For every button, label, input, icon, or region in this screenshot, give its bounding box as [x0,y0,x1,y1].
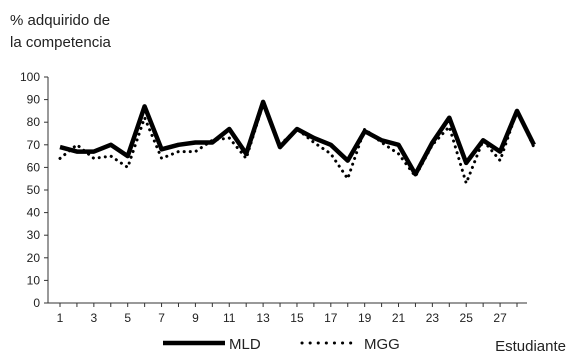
y-tick-label: 30 [27,228,41,242]
y-tick-label: 80 [27,115,41,129]
legend: MLD MGG [163,336,400,353]
y-ticks: 0 10 20 30 40 50 60 70 80 90 100 [20,70,48,310]
x-tick-label: 1 [57,311,64,325]
y-tick-label: 100 [20,70,40,84]
series-group [58,99,536,185]
x-tick-label: 3 [91,311,98,325]
x-tick-label: 5 [124,311,131,325]
y-axis-label-line-2: la competencia [10,34,111,51]
x-tick-label: 23 [426,311,440,325]
x-tick-label: 19 [358,311,372,325]
y-tick-label: 60 [27,160,41,174]
y-tick-label: 90 [27,93,41,107]
series-line-mgg [58,102,536,185]
x-tick-label: 15 [290,311,304,325]
y-tick-label: 50 [27,183,41,197]
x-axis-label: Estudiante [495,338,566,355]
legend-label-mld: MLD [229,336,261,353]
axes [47,77,527,304]
x-tick-label: 27 [493,311,507,325]
x-tick-label: 25 [460,311,474,325]
x-ticks: 1 3 5 7 9 11 13 15 17 19 21 23 25 27 [57,303,518,325]
x-tick-label: 7 [158,311,165,325]
x-tick-label: 9 [192,311,199,325]
y-tick-label: 10 [27,273,41,287]
y-axis-label-line-1: % adquirido de [10,12,111,29]
y-tick-label: 20 [27,251,41,265]
x-tick-label: 21 [392,311,406,325]
y-tick-label: 0 [33,296,40,310]
x-tick-label: 17 [324,311,338,325]
x-tick-label: 13 [256,311,270,325]
y-tick-label: 70 [27,138,41,152]
y-tick-label: 40 [27,206,41,220]
legend-label-mgg: MGG [364,336,400,353]
series-line-mld [59,99,536,177]
x-tick-label: 11 [223,311,236,325]
